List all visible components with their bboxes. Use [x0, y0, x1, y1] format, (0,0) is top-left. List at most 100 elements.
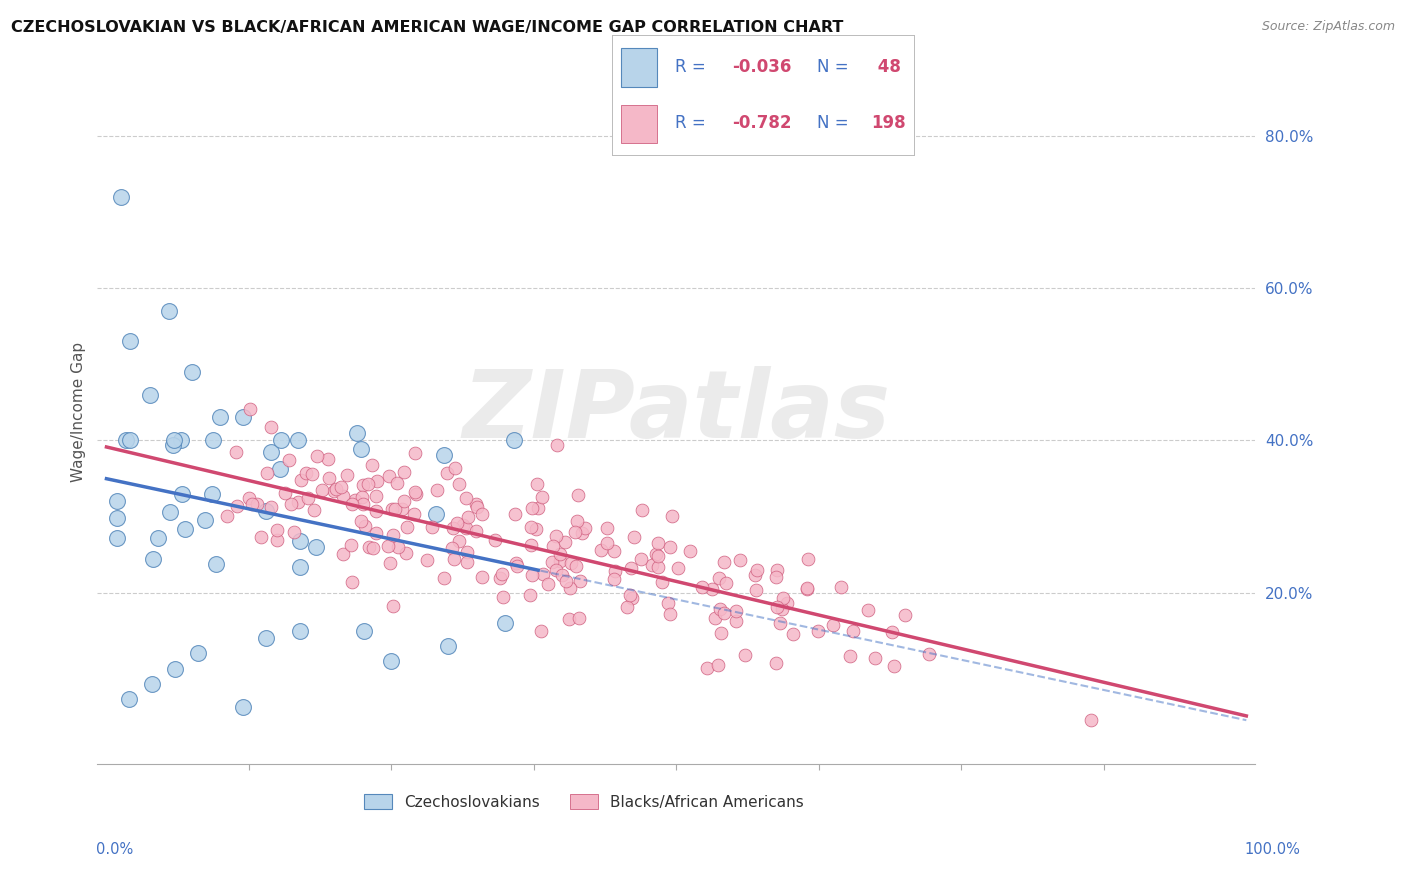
Point	[157, 303, 180, 318]
Point	[352, 478, 374, 492]
Point	[620, 591, 643, 606]
Point	[564, 558, 586, 573]
Point	[544, 529, 567, 543]
FancyBboxPatch shape	[620, 104, 657, 144]
Point	[193, 513, 215, 527]
Point	[454, 491, 477, 505]
Point	[254, 504, 277, 518]
Point	[404, 446, 426, 460]
Point	[571, 525, 593, 540]
Point	[254, 631, 277, 645]
Point	[260, 420, 283, 434]
Point	[454, 521, 477, 535]
Point	[352, 497, 374, 511]
Point	[661, 509, 683, 524]
Point	[520, 538, 543, 552]
Point	[118, 692, 141, 706]
Point	[361, 541, 384, 555]
Point	[519, 519, 541, 533]
Point	[209, 410, 232, 425]
Point	[105, 511, 128, 525]
Point	[807, 624, 830, 639]
Point	[110, 189, 132, 203]
Point	[596, 536, 619, 550]
Point	[163, 434, 186, 448]
Point	[491, 567, 513, 582]
Point	[170, 487, 193, 501]
Point	[564, 524, 586, 539]
Point	[647, 549, 669, 564]
Point	[270, 434, 292, 448]
Point	[657, 596, 679, 610]
Point	[382, 599, 405, 613]
Point	[332, 489, 354, 503]
Point	[558, 612, 581, 626]
Point	[526, 476, 548, 491]
Point	[830, 580, 852, 594]
Point	[142, 552, 165, 566]
Point	[882, 625, 904, 640]
Text: N =: N =	[817, 58, 853, 77]
Point	[603, 572, 626, 586]
Point	[772, 591, 794, 605]
Point	[856, 603, 879, 617]
Point	[796, 582, 818, 596]
Point	[105, 531, 128, 545]
Point	[366, 474, 388, 488]
Point	[546, 563, 568, 577]
Text: Source: ZipAtlas.com: Source: ZipAtlas.com	[1261, 20, 1395, 33]
Text: -0.036: -0.036	[733, 58, 792, 77]
Point	[548, 547, 571, 561]
Point	[402, 507, 425, 521]
Point	[666, 561, 689, 575]
Point	[631, 503, 654, 517]
Point	[520, 568, 543, 582]
Point	[447, 533, 470, 548]
Point	[503, 434, 526, 448]
Point	[519, 588, 541, 602]
Point	[505, 556, 527, 570]
Point	[232, 410, 254, 425]
Point	[644, 547, 666, 561]
Point	[239, 401, 262, 416]
Point	[404, 485, 426, 500]
Point	[503, 507, 526, 521]
Point	[603, 543, 626, 558]
Point	[290, 559, 312, 574]
Point	[457, 509, 479, 524]
Point	[356, 477, 378, 491]
Point	[422, 520, 444, 534]
Point	[560, 556, 582, 570]
Point	[765, 656, 787, 670]
Point	[366, 489, 388, 503]
Text: 198: 198	[872, 113, 907, 132]
Point	[266, 533, 288, 547]
Point	[894, 607, 917, 622]
Point	[744, 568, 766, 582]
Point	[540, 555, 562, 569]
Point	[728, 552, 751, 566]
Point	[444, 460, 467, 475]
Y-axis label: Wage/Income Gap: Wage/Income Gap	[72, 342, 86, 482]
Point	[707, 658, 730, 673]
Point	[202, 434, 225, 448]
Point	[883, 659, 905, 673]
Point	[266, 523, 288, 537]
Point	[260, 500, 283, 515]
Point	[260, 445, 283, 459]
Point	[734, 648, 756, 663]
Point	[530, 624, 553, 638]
Point	[269, 461, 291, 475]
Point	[465, 497, 488, 511]
Point	[316, 452, 339, 467]
Point	[546, 438, 568, 452]
Text: ZIPatlas: ZIPatlas	[463, 366, 890, 458]
Point	[354, 519, 377, 533]
Text: CZECHOSLOVAKIAN VS BLACK/AFRICAN AMERICAN WAGE/INCOME GAP CORRELATION CHART: CZECHOSLOVAKIAN VS BLACK/AFRICAN AMERICA…	[11, 20, 844, 35]
Point	[232, 699, 254, 714]
Point	[690, 580, 713, 594]
Point	[465, 524, 488, 538]
Point	[115, 434, 138, 448]
Text: 0.0%: 0.0%	[96, 842, 132, 856]
Point	[709, 601, 731, 615]
